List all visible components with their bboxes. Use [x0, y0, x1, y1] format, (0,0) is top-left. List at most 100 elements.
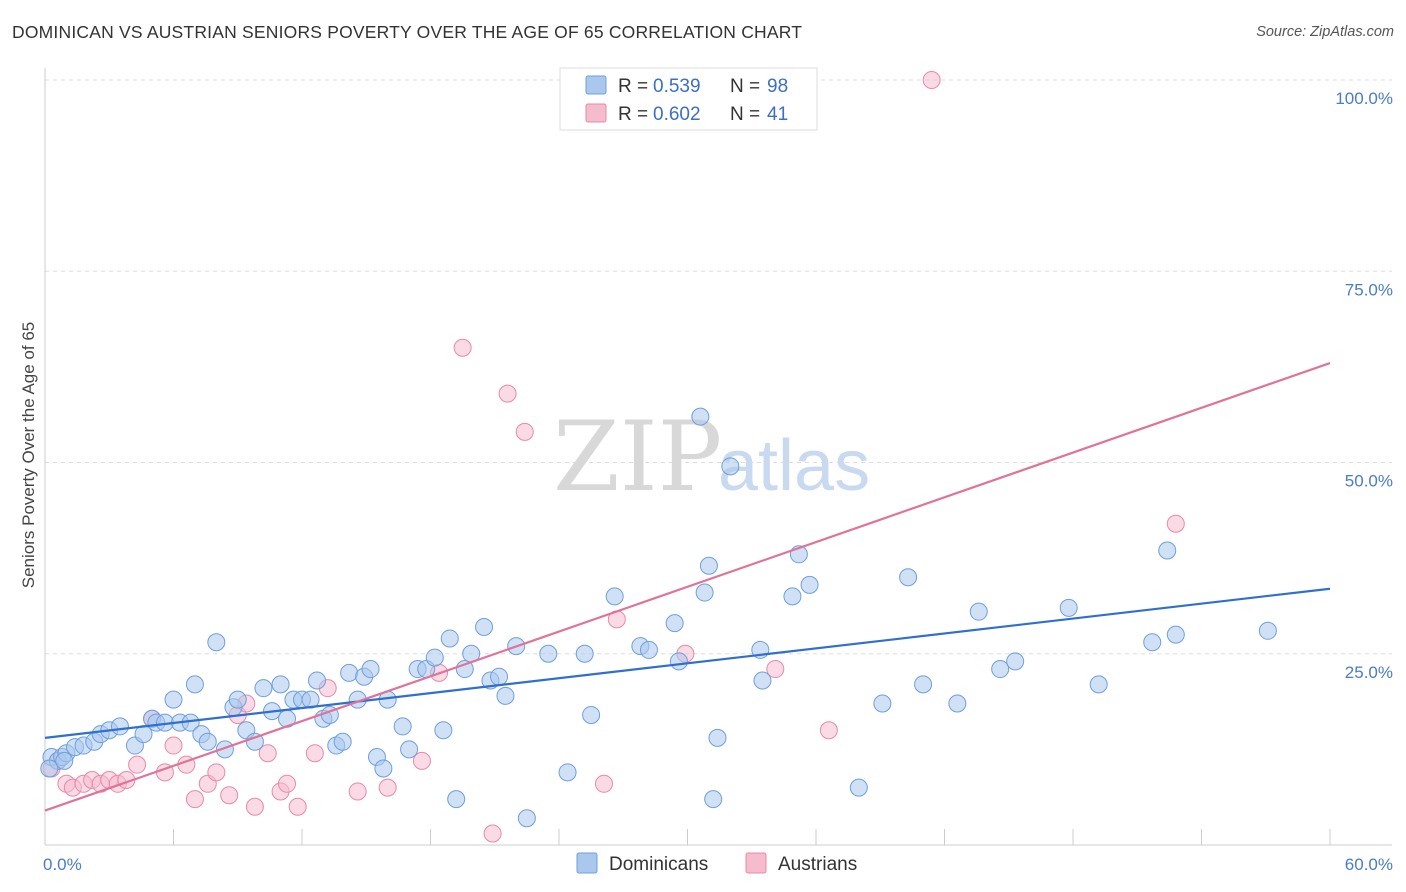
dominican-point	[582, 705, 601, 724]
dominican-point	[245, 732, 264, 751]
dominican-point	[539, 644, 558, 663]
gridlines	[45, 79, 1392, 655]
y-tick-label: 50.0%	[1345, 472, 1393, 491]
dominican-point	[914, 675, 933, 694]
dominican-point	[207, 633, 226, 652]
dominican-point	[558, 763, 577, 782]
dominican-point	[1006, 652, 1025, 671]
dominican-point	[969, 602, 988, 621]
austrian-point	[1166, 514, 1185, 533]
watermark-atlas: atlas	[718, 426, 870, 506]
austrian-point	[164, 736, 183, 755]
dominican-point	[1143, 633, 1162, 652]
austrian-point	[378, 778, 397, 797]
legend-swatch-dominicans	[585, 75, 607, 95]
austrian-point	[594, 774, 613, 793]
austrian-point	[278, 774, 297, 793]
dominican-point	[1059, 598, 1078, 617]
legend-r-value-dominicans: 0.539	[653, 76, 701, 97]
y-axis-title: Seniors Poverty Over the Age of 65	[19, 322, 38, 588]
austrian-point	[483, 824, 502, 843]
dominican-point	[164, 690, 183, 709]
austrian-point	[819, 721, 838, 740]
dominican-point	[447, 790, 466, 809]
austrian-point	[245, 797, 264, 816]
austrian-point	[412, 751, 431, 770]
y-tick-label: 75.0%	[1345, 280, 1393, 299]
dominican-point	[605, 587, 624, 606]
dominican-point	[708, 728, 727, 747]
dominican-trend-line	[44, 587, 1331, 739]
legend: R = 0.539 N = 98 R = 0.602 N = 41	[559, 67, 818, 131]
austrian-point	[766, 660, 785, 679]
dominican-point	[517, 809, 536, 828]
dominican-point	[849, 778, 868, 797]
bottom-legend: Dominicans Austrians	[576, 852, 857, 875]
series-dominicans	[40, 407, 1277, 828]
dominican-point	[1089, 675, 1108, 694]
dominican-point	[440, 629, 459, 648]
dominican-point	[198, 732, 217, 751]
dominican-point	[691, 407, 710, 426]
legend-n-label: N =	[730, 104, 760, 125]
dominican-point	[434, 721, 453, 740]
trend-lines	[44, 362, 1331, 812]
austrian-point	[258, 744, 277, 763]
source-credit: Source: ZipAtlas.com	[1256, 24, 1394, 40]
dominican-point	[639, 640, 658, 659]
bottom-legend-label-austrians: Austrians	[778, 854, 857, 875]
axes	[44, 68, 1392, 846]
austrian-point	[453, 338, 472, 357]
austrian-point	[515, 422, 534, 441]
dominican-point	[991, 660, 1010, 679]
dominican-point	[695, 583, 714, 602]
austrian-point	[348, 782, 367, 801]
x-tick-labels: 0.0% 60.0%	[43, 855, 1393, 874]
dominican-point	[575, 644, 594, 663]
chart-title: DOMINICAN VS AUSTRIAN SENIORS POVERTY OV…	[12, 22, 803, 42]
y-tick-label: 100.0%	[1335, 89, 1393, 108]
dominican-point	[307, 671, 326, 690]
dominican-point	[1166, 625, 1185, 644]
dominican-point	[215, 740, 234, 759]
watermark: ZIP atlas	[553, 401, 870, 513]
dominican-point	[490, 667, 509, 686]
dominican-point	[496, 686, 515, 705]
x-tick-label-max: 60.0%	[1345, 855, 1393, 874]
austrian-point	[305, 744, 324, 763]
austrian-trend-line	[44, 362, 1331, 812]
dominican-point	[374, 759, 393, 778]
legend-r-label: R =	[618, 104, 648, 125]
legend-r-label: R =	[618, 76, 648, 97]
dominican-point	[110, 717, 129, 736]
austrian-point	[922, 71, 941, 89]
dominican-point	[699, 556, 718, 575]
austrian-point	[185, 790, 204, 809]
dominican-point	[333, 732, 352, 751]
dominican-point	[721, 457, 740, 476]
bottom-legend-swatch-dominicans	[576, 852, 598, 874]
dominican-point	[340, 663, 359, 682]
dominican-point	[361, 660, 380, 679]
austrian-point	[128, 755, 147, 774]
x-tick-label-min: 0.0%	[43, 855, 82, 874]
dominican-point	[873, 694, 892, 713]
dominican-point	[948, 694, 967, 713]
legend-r-value-austrians: 0.602	[653, 104, 701, 125]
dominican-point	[704, 790, 723, 809]
dominican-point	[1158, 541, 1177, 560]
legend-n-label: N =	[730, 76, 760, 97]
dominican-point	[753, 671, 772, 690]
legend-n-value-austrians: 41	[767, 104, 788, 125]
bottom-legend-label-dominicans: Dominicans	[609, 854, 708, 875]
y-tick-labels: 25.0% 50.0% 75.0% 100.0%	[1335, 89, 1393, 682]
bottom-legend-swatch-austrians	[745, 852, 767, 874]
y-tick-label: 25.0%	[1345, 663, 1393, 682]
dominican-point	[899, 568, 918, 587]
dominican-point	[55, 751, 74, 770]
dominican-point	[425, 648, 444, 667]
dominican-point	[185, 675, 204, 694]
dominican-point	[475, 617, 494, 636]
dominican-point	[271, 675, 290, 694]
dominican-point	[800, 575, 819, 594]
